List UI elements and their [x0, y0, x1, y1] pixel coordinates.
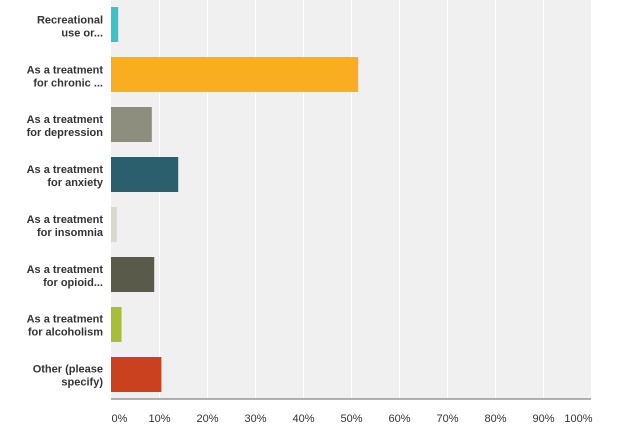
- bar: [111, 207, 117, 242]
- bar: [111, 57, 359, 92]
- bar: [111, 157, 179, 192]
- bar: [111, 7, 119, 42]
- category-label: As a treatment for depression: [27, 114, 104, 139]
- bar: [111, 107, 152, 142]
- category-label: As a treatment for alcoholism: [27, 314, 104, 339]
- category-label: As a treatment for anxiety: [27, 164, 104, 189]
- category-label: As a treatment for opioid...: [27, 264, 104, 289]
- x-tick-label: 60%: [388, 413, 410, 425]
- x-tick-label: 20%: [196, 413, 218, 425]
- bars: [111, 7, 359, 392]
- x-tick-label: 80%: [484, 413, 506, 425]
- x-tick-label: 10%: [148, 413, 170, 425]
- x-tick-label: 40%: [292, 413, 314, 425]
- category-label: Other (please specify): [33, 364, 104, 389]
- x-tick-label: 50%: [340, 413, 362, 425]
- x-tick-label: 100%: [564, 413, 592, 425]
- category-label: Recreational use or...: [37, 14, 103, 39]
- bar: [111, 257, 155, 292]
- category-label: As a treatment for chronic ...: [27, 64, 104, 89]
- x-tick-label: 0%: [112, 413, 128, 425]
- x-tick-label: 90%: [532, 413, 554, 425]
- x-tick-label: 70%: [436, 413, 458, 425]
- category-labels: Recreational use or... As a treatment for c…: [27, 14, 104, 388]
- category-label: As a treatment for insomnia: [27, 214, 104, 239]
- bar: [111, 307, 122, 342]
- bar: [111, 357, 162, 392]
- x-tick-labels: 0% 10% 20% 30% 40% 50% 60% 70% 80% 90% 100%: [112, 413, 593, 425]
- x-tick-label: 30%: [244, 413, 266, 425]
